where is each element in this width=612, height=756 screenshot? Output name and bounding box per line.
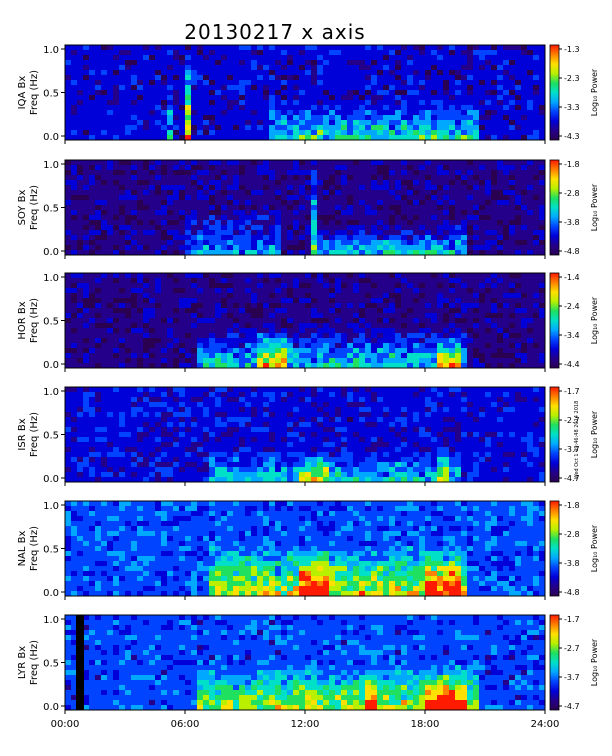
colorbar-tick-label: -4.4 (564, 360, 580, 369)
colorbar-tick-label: -4.7 (564, 474, 580, 483)
x-tick-label: 00:00 (51, 719, 80, 730)
colorbar-tick-label: -1.7 (564, 615, 580, 624)
colorbar-tick-label: -4.7 (564, 702, 580, 711)
y-tick-label: 1.0 (43, 45, 59, 56)
colorbar-tick-label: -4.8 (564, 247, 580, 256)
station-label: IQA Bx (17, 76, 28, 110)
spectrogram-panel: 1.0 0.5 0.0 IQA Bx Freq (Hz) -1.3 -2.3 -3.3 -4.3… (17, 44, 599, 144)
y-axis-label: Freq (Hz) (29, 70, 40, 115)
y-tick-label: 0.0 (43, 360, 59, 371)
spectrogram-panel: 1.0 0.5 0.0 HOR Bx Freq (Hz) -1.4 -2.4 -3.4 -4.4… (17, 272, 599, 372)
y-tick-label: 0.5 (43, 431, 59, 442)
spectrogram-panel: 1.0 0.5 0.0 SOY Bx Freq (Hz) -1.8 -2.8 -3.8 -4.8… (17, 159, 599, 259)
colorbar-tick-label: -3.3 (564, 103, 580, 112)
y-tick-label: 0.0 (43, 588, 59, 599)
colorbar-tick-label: -3.8 (564, 559, 580, 568)
station-label: SOY Bx (17, 190, 28, 226)
colorbar (549, 500, 560, 597)
colorbar (549, 386, 560, 483)
figure-title: 20130217 x axis (184, 20, 365, 44)
spectrogram-cells (65, 160, 545, 255)
y-axis-label: Freq (Hz) (29, 640, 40, 685)
colorbar-label: Log₁₀ Power (590, 68, 599, 116)
y-tick-label: 0.5 (43, 89, 59, 100)
colorbar-tick-label: -1.4 (564, 273, 580, 282)
y-axis-label: Freq (Hz) (29, 298, 40, 343)
colorbar-label: Log₁₀ Power (590, 183, 599, 231)
spectrogram-cells (65, 615, 545, 710)
colorbar-tick-label: -4.3 (564, 132, 580, 141)
colorbar-tick-label: -1.7 (564, 387, 580, 396)
y-tick-label: 1.0 (43, 387, 59, 398)
y-tick-label: 1.0 (43, 160, 59, 171)
spectrogram-cells (65, 501, 545, 596)
y-tick-label: 0.0 (43, 132, 59, 143)
spectrogram-panel: 1.0 0.5 0.0 ISR Bx Freq (Hz) -1.7 -2.7 -3.7 -4.7… (17, 386, 599, 486)
y-tick-label: 0.0 (43, 702, 59, 713)
timestamp-note: Wed Oct 1 09:46:48 2014 2018 (574, 401, 580, 480)
colorbar-tick-label: -2.3 (564, 74, 580, 83)
data-gap (76, 615, 84, 710)
colorbar-tick-label: -1.8 (564, 501, 580, 510)
colorbar (549, 44, 560, 141)
station-label: LYR Bx (17, 646, 28, 679)
colorbar-tick-label: -2.4 (564, 302, 580, 311)
colorbar-tick-label: -2.7 (564, 416, 580, 425)
colorbar-tick-label: -1.8 (564, 160, 580, 169)
y-tick-label: 1.0 (43, 501, 59, 512)
x-tick-label: 18:00 (411, 719, 440, 730)
y-axis-label: Freq (Hz) (29, 412, 40, 457)
colorbar (549, 272, 560, 369)
colorbar-tick-label: -2.8 (564, 530, 580, 539)
y-axis-label: Freq (Hz) (29, 526, 40, 571)
colorbar-label: Log₁₀ Power (590, 296, 599, 344)
colorbar-label: Log₁₀ Power (590, 524, 599, 572)
colorbar-tick-label: -2.7 (564, 644, 580, 653)
colorbar-label: Log₁₀ Power (590, 410, 599, 458)
colorbar-tick-label: -4.8 (564, 588, 580, 597)
y-tick-label: 1.0 (43, 273, 59, 284)
y-tick-label: 0.5 (43, 317, 59, 328)
colorbar-tick-label: -1.3 (564, 45, 580, 54)
colorbar-tick-label: -3.7 (564, 445, 580, 454)
x-tick-label: 06:00 (171, 719, 200, 730)
colorbar-tick-label: -2.8 (564, 189, 580, 198)
colorbar-label: Log₁₀ Power (590, 638, 599, 686)
station-label: HOR Bx (17, 301, 28, 339)
x-tick-label: 12:00 (291, 719, 320, 730)
colorbar-tick-label: -3.7 (564, 673, 580, 682)
y-tick-label: 0.5 (43, 204, 59, 215)
spectrogram-cells (65, 273, 545, 368)
y-tick-label: 0.0 (43, 474, 59, 485)
y-tick-label: 0.5 (43, 659, 59, 670)
y-tick-label: 0.0 (43, 247, 59, 258)
colorbar (549, 159, 560, 256)
spectrogram-cells (65, 45, 545, 140)
colorbar-tick-label: -3.8 (564, 218, 580, 227)
spectrogram-panel: 1.0 0.5 0.0 NAL Bx Freq (Hz) -1.8 -2.8 -3.8 -4.8… (17, 500, 599, 600)
station-label: ISR Bx (17, 418, 28, 450)
y-tick-label: 1.0 (43, 615, 59, 626)
colorbar-tick-label: -3.4 (564, 331, 580, 340)
y-tick-label: 0.5 (43, 545, 59, 556)
colorbar (549, 614, 560, 711)
spectrogram-cells (65, 387, 545, 482)
spectrogram-panel: 1.0 0.5 0.0 LYR Bx Freq (Hz) -1.7 -2.7 -3.7 -4.7… (17, 614, 599, 714)
station-label: NAL Bx (17, 530, 28, 566)
x-tick-label: 24:00 (531, 719, 560, 730)
y-axis-label: Freq (Hz) (29, 185, 40, 230)
